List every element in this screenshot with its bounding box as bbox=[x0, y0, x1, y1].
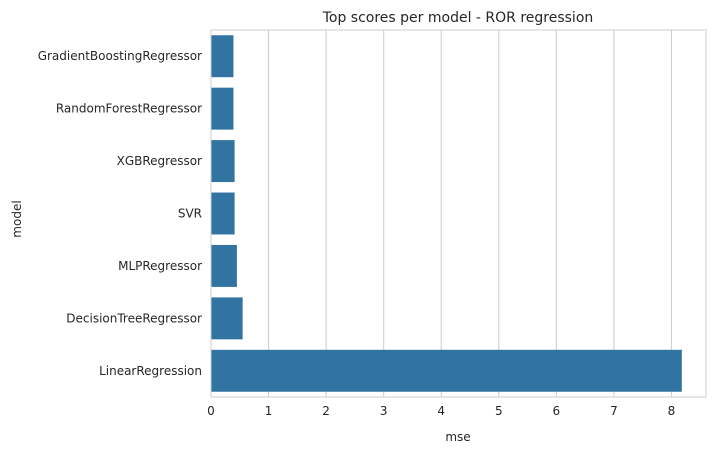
y-tick-label: GradientBoostingRegressor bbox=[38, 49, 202, 63]
x-tick-label: 5 bbox=[495, 404, 503, 418]
bar bbox=[211, 35, 234, 78]
x-tick-label: 0 bbox=[207, 404, 215, 418]
bar bbox=[211, 297, 243, 340]
y-tick-label: XGBRegressor bbox=[117, 154, 202, 168]
y-tick-label: SVR bbox=[178, 207, 202, 221]
y-tick-labels: GradientBoostingRegressor RandomForestReg… bbox=[38, 49, 202, 378]
y-tick-label: LinearRegression bbox=[99, 364, 202, 378]
x-tick-label: 4 bbox=[437, 404, 445, 418]
bars bbox=[211, 35, 682, 392]
y-axis-label: model bbox=[10, 200, 24, 237]
x-tick-label: 6 bbox=[553, 404, 561, 418]
x-tick-label: 3 bbox=[380, 404, 388, 418]
x-tick-label: 2 bbox=[322, 404, 330, 418]
bar bbox=[211, 349, 682, 392]
bar bbox=[211, 192, 235, 235]
x-axis-label: mse bbox=[445, 430, 470, 444]
y-tick-label: DecisionTreeRegressor bbox=[66, 311, 202, 325]
bar bbox=[211, 140, 235, 183]
x-tick-labels: 0 1 2 3 4 5 6 7 8 bbox=[207, 404, 675, 418]
x-tick-label: 1 bbox=[265, 404, 273, 418]
x-gridlines bbox=[210, 30, 672, 397]
y-tick-label: RandomForestRegressor bbox=[56, 102, 202, 116]
x-tick-label: 8 bbox=[668, 404, 676, 418]
y-tick-label: MLPRegressor bbox=[118, 259, 202, 273]
chart-title: Top scores per model - ROR regression bbox=[322, 10, 594, 26]
x-tick-label: 7 bbox=[610, 404, 618, 418]
bar bbox=[211, 244, 237, 287]
bar bbox=[211, 87, 234, 130]
plot-frame bbox=[210, 29, 707, 398]
